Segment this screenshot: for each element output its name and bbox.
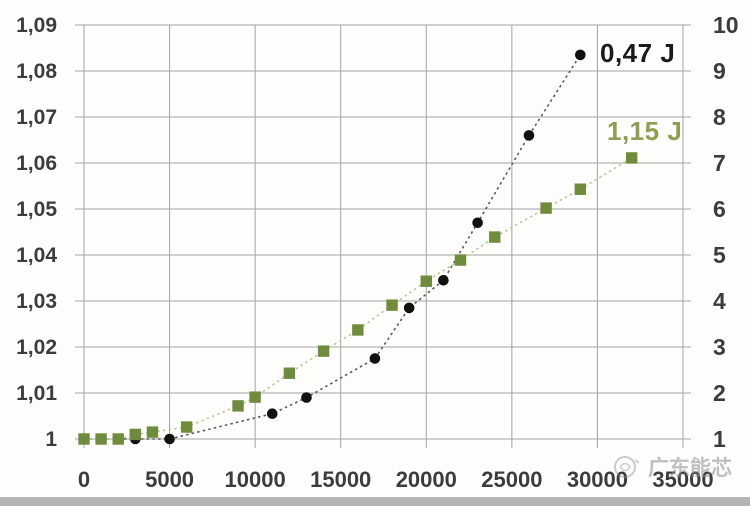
y-left-tick-label: 1,05	[16, 198, 57, 221]
series-point-square	[180, 421, 193, 433]
y-right-tick-label: 3	[713, 334, 726, 360]
y-left-tick-label: 1	[45, 428, 57, 451]
series-point-square	[386, 299, 398, 311]
seal-logo-icon	[614, 456, 640, 478]
y-left-tick-label: 1,01	[16, 382, 57, 405]
series-point-circle	[301, 392, 312, 403]
x-tick-label: 10000	[225, 467, 286, 492]
y-right-tick-label: 9	[713, 58, 726, 84]
x-tick-label: 30000	[567, 467, 628, 492]
series-point-square	[625, 152, 638, 164]
y-right-tick-label: 6	[713, 196, 726, 222]
y-right-tick-label: 7	[713, 150, 726, 176]
x-tick-label: 0	[78, 467, 90, 492]
series-line-green	[84, 157, 633, 440]
y-right-tick-label: 10	[713, 12, 739, 38]
series-label-black: 0,47 J	[600, 38, 676, 68]
series-label-green: 1,15 J	[607, 116, 683, 146]
series-point-circle	[369, 353, 381, 364]
series-point-square	[317, 345, 330, 357]
series-point-square	[78, 433, 90, 445]
series-point-square	[112, 433, 124, 445]
bottom-strip	[0, 497, 750, 506]
series-point-circle	[523, 130, 535, 141]
y-right-tick-label: 2	[713, 380, 726, 406]
y-right-tick-label: 1	[713, 426, 726, 452]
series-point-square	[232, 400, 244, 412]
x-tick-label: 15000	[310, 467, 371, 492]
series-point-circle	[403, 302, 415, 314]
series-point-circle	[266, 408, 278, 420]
series-point-square	[283, 367, 296, 379]
series-point-square	[574, 183, 587, 195]
series-line-black	[84, 54, 581, 440]
series-point-square	[540, 202, 552, 214]
series-point-circle	[438, 275, 449, 286]
series-point-square	[95, 433, 107, 445]
y-left-tick-label: 1,04	[16, 244, 57, 267]
x-tick-label: 25000	[481, 467, 542, 492]
y-right-tick-label: 5	[713, 242, 726, 268]
series-point-circle	[472, 217, 483, 229]
series-point-square	[129, 428, 142, 441]
y-right-tick-label: 8	[713, 104, 726, 130]
series-point-square	[489, 231, 501, 243]
series-point-square	[352, 324, 364, 336]
series-point-square	[249, 391, 261, 403]
y-left-tick-label: 1,07	[16, 106, 57, 129]
series-point-circle	[164, 433, 175, 445]
y-left-tick-label: 1,02	[16, 336, 57, 359]
x-tick-label: 35000	[652, 467, 713, 492]
y-left-tick-label: 1,08	[16, 60, 57, 83]
x-tick-label: 5000	[145, 467, 194, 492]
series-point-square	[420, 275, 432, 287]
y-left-tick-label: 1,03	[16, 290, 57, 313]
series-point-circle	[575, 49, 586, 61]
x-tick-label: 20000	[396, 467, 457, 492]
series-point-square	[146, 426, 159, 438]
series-point-square	[454, 254, 467, 266]
watermark: 广东能芯	[612, 452, 732, 482]
y-left-tick-label: 1,06	[16, 152, 57, 175]
y-right-tick-label: 4	[713, 288, 726, 314]
watermark-text: 广东能芯	[648, 457, 732, 480]
y-left-tick-label: 1,09	[16, 14, 57, 37]
